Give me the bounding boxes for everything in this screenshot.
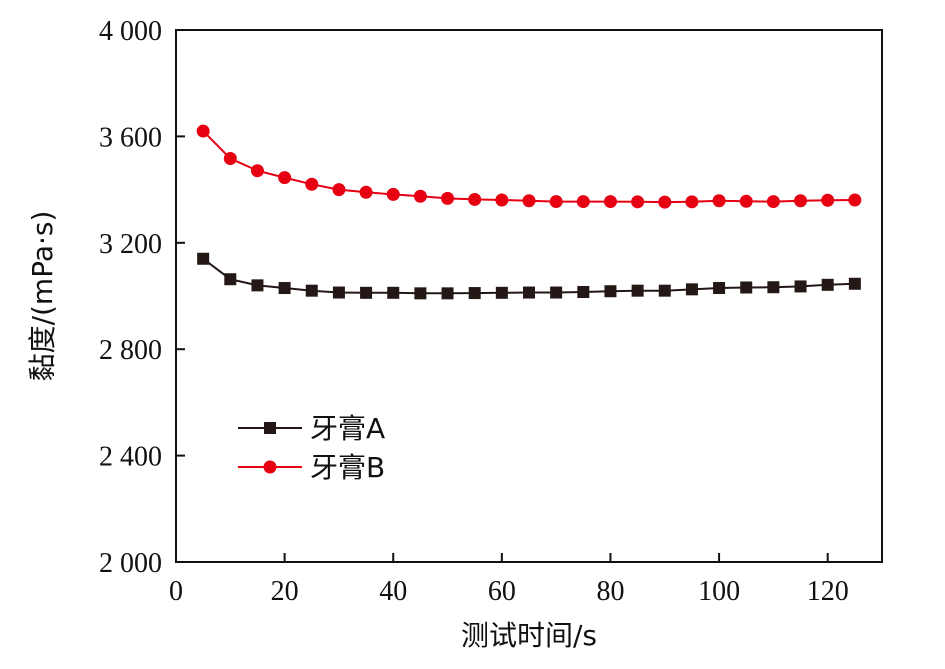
data-point [414,287,427,300]
legend-marker [263,460,277,474]
data-point [305,177,319,191]
y-axis-title: 黏度/(mPa·s) [26,211,59,382]
data-point [223,151,237,165]
data-point [739,194,753,208]
data-point [468,287,481,300]
y-tick-label: 2 800 [99,335,162,366]
data-point [658,195,672,209]
x-axis-title: 测试时间/s [461,619,597,652]
data-point [197,252,210,265]
data-point [196,124,210,138]
data-point [604,285,617,298]
data-point [441,191,455,205]
legend-marker [264,422,276,434]
series-a [197,252,861,300]
data-point [387,286,400,299]
data-point [685,283,698,296]
x-tick-label: 120 [807,576,849,607]
data-point [766,195,780,209]
data-point [495,193,509,207]
data-point [576,195,590,209]
legend-label: 牙膏A [310,412,385,445]
data-point [740,281,753,294]
legend-label: 牙膏B [310,451,385,484]
data-point [577,286,590,299]
y-axis: 2 000 2 400 2 800 3 200 3 600 4 000 [99,16,185,579]
x-tick-label: 20 [271,576,299,607]
y-tick-label: 4 000 [99,16,162,47]
data-point [821,278,834,291]
x-tick-label: 100 [698,576,740,607]
data-point [549,195,563,209]
data-point [250,164,264,178]
data-point [278,171,292,185]
data-point [631,284,644,297]
legend-item: 牙膏A [238,412,385,445]
data-point [441,287,454,300]
data-point [224,273,237,286]
y-tick-label: 3 600 [99,122,162,153]
legend-item: 牙膏B [238,451,385,484]
x-tick-label: 0 [169,576,183,607]
data-point [603,195,617,209]
data-point [848,193,862,207]
data-point [767,281,780,294]
data-point [305,284,318,297]
data-point [794,194,808,208]
data-point [386,187,400,201]
data-point [550,286,563,299]
data-point [251,279,264,292]
y-tick-label: 3 200 [99,229,162,260]
data-point [360,286,373,299]
data-point [468,192,482,206]
data-point [712,194,726,208]
x-axis: 0 20 40 60 80 100 120 [169,553,849,607]
data-point [332,286,345,299]
x-tick-label: 80 [596,576,624,607]
y-tick-label: 2 000 [99,548,162,579]
data-point [685,195,699,209]
series-layer [196,124,862,300]
data-point [658,284,671,297]
data-point [332,183,346,197]
series-b [196,124,862,209]
series-line [202,130,855,204]
data-point [522,194,536,208]
data-point [413,189,427,203]
plot-frame [175,29,883,563]
data-point [821,193,835,207]
y-tick-label: 2 400 [99,442,162,473]
x-tick-label: 40 [379,576,407,607]
data-point [495,286,508,299]
data-point [848,277,861,290]
x-tick-label: 60 [488,576,516,607]
data-point [523,286,535,299]
data-point [794,280,807,293]
data-point [631,195,645,209]
legend: 牙膏A 牙膏B [238,412,385,484]
data-point [359,185,373,199]
data-point [278,282,291,295]
data-point [713,282,726,295]
